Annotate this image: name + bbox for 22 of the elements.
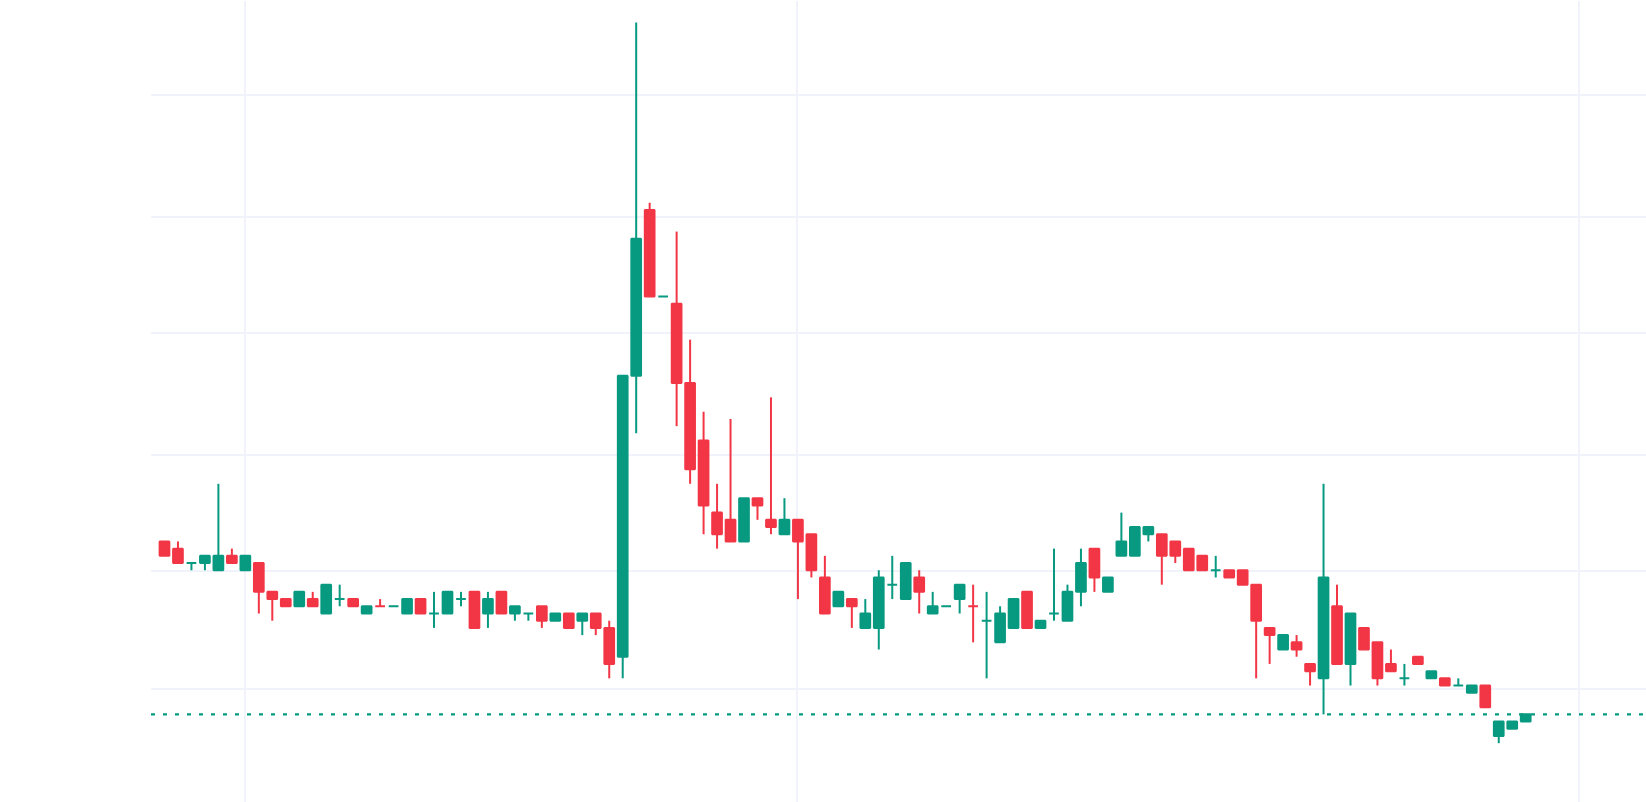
candlestick: [765, 396, 777, 536]
candlestick: [482, 590, 494, 629]
candlestick: [845, 598, 858, 629]
candlestick: [751, 497, 764, 521]
candlestick: [468, 590, 481, 629]
candlestick: [495, 590, 508, 615]
candlestick: [1398, 662, 1411, 687]
candlestick: [1479, 684, 1492, 709]
candlestick: [535, 605, 548, 629]
candlestick: [913, 569, 926, 615]
candlestick: [1209, 554, 1222, 579]
candlestick: [778, 497, 791, 536]
candlestick: [953, 583, 966, 615]
candlestick: [738, 497, 750, 543]
candlestick: [1290, 634, 1303, 658]
candlestick: [819, 554, 831, 615]
candlestick: [1021, 590, 1033, 629]
candlestick: [967, 583, 979, 644]
candlestick: [1263, 626, 1276, 665]
candlestick: [576, 612, 589, 637]
candlestick: [1304, 662, 1316, 687]
candlestick: [1088, 547, 1101, 593]
